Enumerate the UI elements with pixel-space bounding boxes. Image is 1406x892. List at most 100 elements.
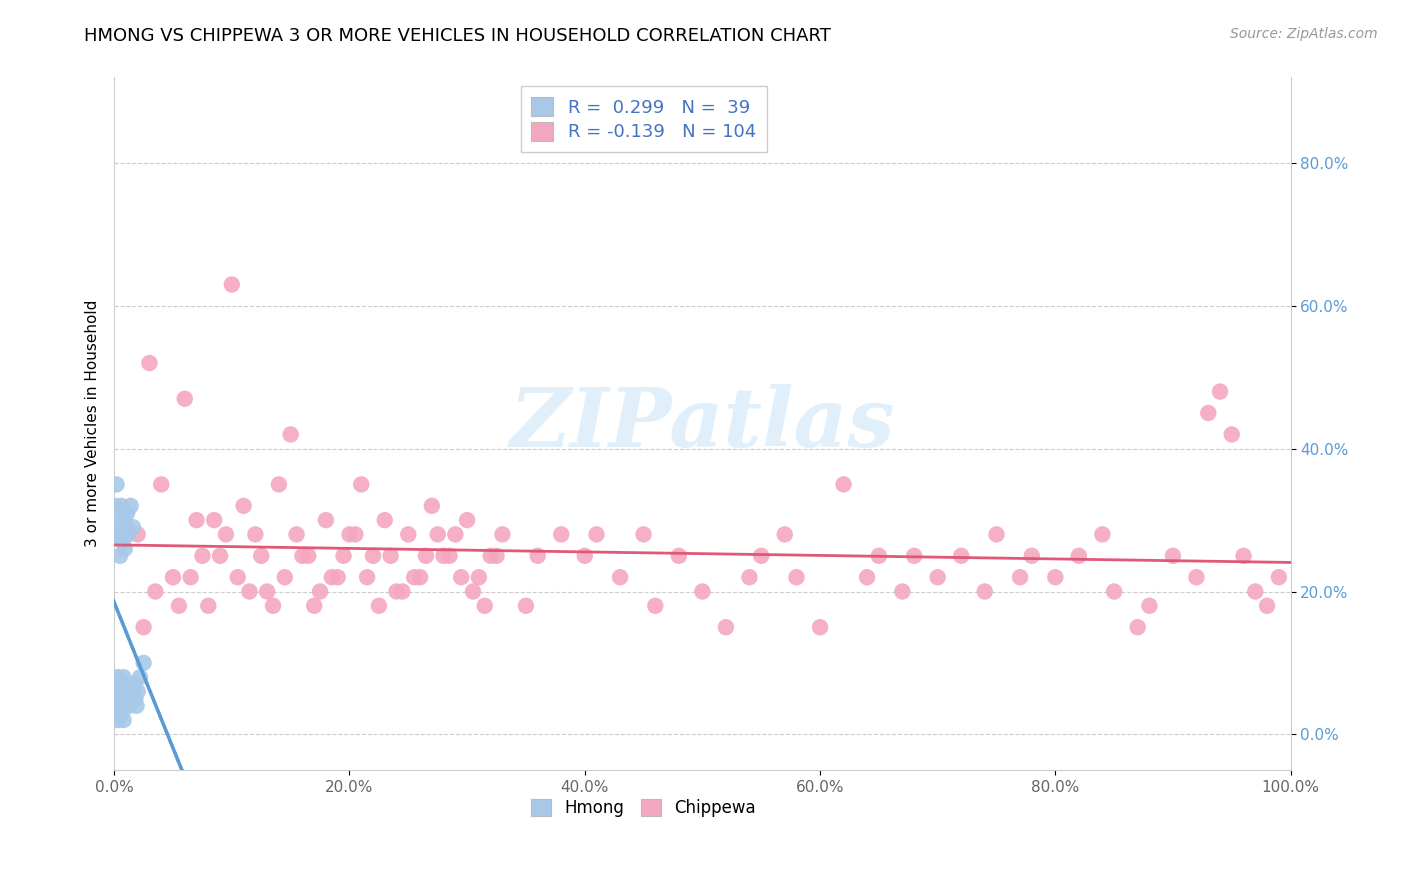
Point (738, 570, 761, 584)
Point (321, 570, 343, 584)
Point (332, 549, 354, 563)
Point (108, 513, 131, 527)
Point (302, 599, 325, 613)
Point (107, 713, 129, 727)
Point (127, 684, 149, 698)
Point (221, 277, 243, 292)
Point (633, 527, 655, 541)
Point (107, 691, 129, 706)
Point (108, 549, 131, 563)
Point (644, 599, 666, 613)
Point (1102, 584, 1125, 599)
Point (714, 620, 737, 634)
Point (108, 677, 131, 691)
Point (108, 706, 131, 720)
Point (226, 570, 249, 584)
Point (1139, 599, 1161, 613)
Point (114, 541, 136, 556)
Point (110, 706, 132, 720)
Point (162, 570, 184, 584)
Text: ZIPatlas: ZIPatlas (509, 384, 896, 464)
Point (1008, 570, 1031, 584)
Point (439, 549, 461, 563)
Point (550, 527, 572, 541)
Point (111, 534, 134, 549)
Point (112, 670, 135, 684)
Point (485, 549, 508, 563)
Point (267, 477, 290, 491)
Legend: Hmong, Chippewa: Hmong, Chippewa (524, 792, 762, 824)
Point (1126, 620, 1149, 634)
Point (262, 599, 284, 613)
Point (491, 527, 513, 541)
Point (385, 584, 408, 599)
Point (105, 527, 128, 541)
Point (107, 670, 129, 684)
Point (479, 549, 502, 563)
Point (209, 549, 232, 563)
Point (356, 570, 378, 584)
Point (808, 620, 831, 634)
Point (122, 677, 145, 691)
Point (973, 584, 995, 599)
Point (108, 691, 131, 706)
Point (585, 527, 607, 541)
Point (574, 549, 596, 563)
Point (180, 570, 202, 584)
Point (111, 691, 134, 706)
Point (773, 527, 796, 541)
Point (150, 477, 173, 491)
Point (515, 599, 537, 613)
Point (125, 698, 148, 713)
Point (117, 527, 139, 541)
Point (110, 499, 132, 513)
Point (115, 506, 138, 520)
Point (456, 513, 478, 527)
Point (280, 427, 302, 442)
Point (367, 599, 389, 613)
Point (450, 570, 472, 584)
Point (104, 499, 127, 513)
Point (1091, 527, 1114, 541)
Y-axis label: 3 or more Vehicles in Household: 3 or more Vehicles in Household (86, 300, 100, 548)
Point (238, 584, 260, 599)
Point (285, 527, 308, 541)
Text: HMONG VS CHIPPEWA 3 OR MORE VEHICLES IN HOUSEHOLD CORRELATION CHART: HMONG VS CHIPPEWA 3 OR MORE VEHICLES IN … (84, 27, 831, 45)
Point (868, 549, 890, 563)
Point (120, 499, 142, 513)
Point (426, 527, 449, 541)
Point (256, 584, 278, 599)
Point (326, 570, 349, 584)
Point (692, 584, 714, 599)
Point (339, 527, 361, 541)
Point (132, 656, 155, 670)
Point (891, 584, 914, 599)
Point (215, 527, 238, 541)
Point (197, 599, 219, 613)
Point (832, 477, 855, 491)
Point (202, 513, 225, 527)
Point (1185, 570, 1208, 584)
Point (1220, 427, 1243, 442)
Point (474, 599, 496, 613)
Point (110, 527, 132, 541)
Point (856, 570, 879, 584)
Point (173, 392, 195, 406)
Point (127, 527, 149, 541)
Text: Source: ZipAtlas.com: Source: ZipAtlas.com (1230, 27, 1378, 41)
Point (315, 513, 337, 527)
Point (468, 570, 491, 584)
Point (1244, 584, 1267, 599)
Point (1232, 549, 1254, 563)
Point (380, 549, 402, 563)
Point (297, 549, 319, 563)
Point (432, 549, 454, 563)
Point (1045, 570, 1067, 584)
Point (986, 527, 1008, 541)
Point (114, 698, 136, 713)
Point (115, 691, 138, 706)
Point (105, 477, 128, 491)
Point (115, 520, 138, 534)
Point (668, 549, 690, 563)
Point (409, 570, 432, 584)
